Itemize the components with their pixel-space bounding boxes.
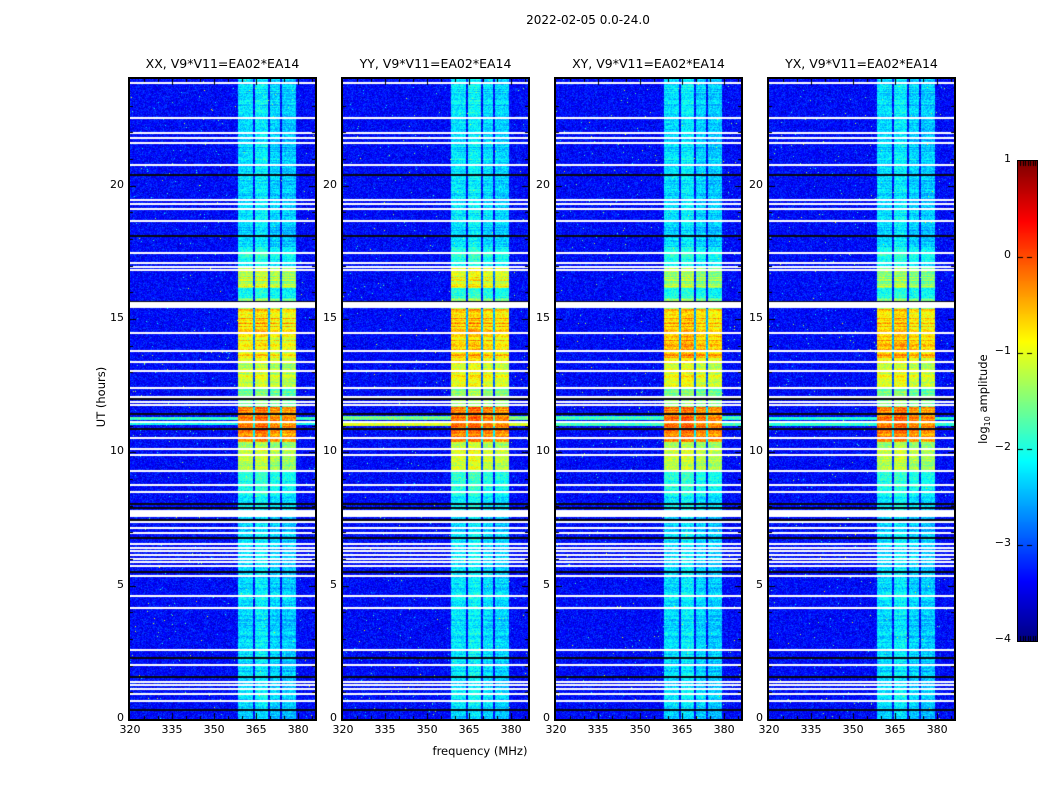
x-tick-label: 365 [671, 723, 693, 736]
y-tick-label: 0 [117, 711, 124, 724]
panel-yy: YY, V9*V11=EA02*EA14 320 335 350 365 380 0 5 10… [323, 56, 530, 742]
panel-xy: XY, V9*V11=EA02*EA14 320 335 350 365 380 0 5 10… [536, 56, 743, 742]
x-tick-label: 380 [287, 723, 309, 736]
x-tick-label: 365 [884, 723, 906, 736]
x-tick-label: 335 [161, 723, 183, 736]
y-tick-label: 15 [536, 311, 550, 324]
y-tick-label: 5 [117, 577, 124, 591]
panel-title-xy: XY, V9*V11=EA02*EA14 [572, 56, 725, 71]
colorbar-tick-label: 0 [1004, 248, 1011, 261]
spectrogram-canvas-xy [554, 77, 743, 721]
y-tick-label: 20 [536, 177, 550, 191]
x-tick-label: 320 [332, 723, 354, 736]
colorbar-tick-label: −2 [994, 440, 1011, 453]
y-tick-label: 0 [543, 711, 550, 724]
colorbar-tick-label: −3 [994, 536, 1011, 549]
y-tick-label: 0 [330, 711, 337, 724]
spectrogram-canvas-xx [128, 77, 317, 721]
colorbar-tick-label: 1 [1004, 152, 1011, 165]
x-tick-label: 350 [629, 723, 651, 736]
x-tick-label: 320 [545, 723, 567, 736]
x-tick-label: 350 [416, 723, 438, 736]
y-tick-label: 0 [756, 711, 763, 724]
x-tick-label: 320 [758, 723, 780, 736]
panel-title-yy: YY, V9*V11=EA02*EA14 [359, 56, 512, 71]
panel-yx: YX, V9*V11=EA02*EA14 320 335 350 365 380 0 5 10… [749, 56, 956, 742]
x-axis-label: frequency (MHz) [432, 744, 528, 758]
x-tick-label: 365 [245, 723, 267, 736]
panel-xx: XX, V9*V11=EA02*EA14 320 335 350 365 380 0 5 10… [110, 56, 317, 742]
y-tick-label: 10 [536, 444, 550, 458]
x-tick-label: 380 [926, 723, 948, 736]
y-axis-label: UT (hours) [94, 366, 108, 428]
x-tick-label: 350 [203, 723, 225, 736]
x-tick-label: 335 [587, 723, 609, 736]
spectrogram-canvas-yx [767, 77, 956, 721]
y-tick-label: 5 [756, 577, 763, 591]
x-tick-label: 350 [842, 723, 864, 736]
y-tick-label: 10 [749, 444, 763, 458]
y-tick-label: 20 [749, 177, 763, 191]
y-tick-label: 15 [110, 311, 124, 324]
x-tick-label: 365 [458, 723, 480, 736]
colorbar [1017, 160, 1038, 642]
panel-title-yx: YX, V9*V11=EA02*EA14 [785, 56, 938, 71]
colorbar-canvas [1018, 161, 1037, 641]
panel-title-xx: XX, V9*V11=EA02*EA14 [145, 56, 300, 71]
x-tick-label: 380 [500, 723, 522, 736]
y-tick-label: 5 [543, 577, 550, 591]
x-tick-label: 380 [713, 723, 735, 736]
x-tick-label: 335 [374, 723, 396, 736]
y-tick-label: 20 [323, 177, 337, 191]
y-tick-label: 15 [749, 311, 763, 324]
colorbar-tick-label: −1 [994, 344, 1011, 357]
figure-title: 2022-02-05 0.0-24.0 [526, 13, 650, 27]
y-tick-label: 10 [110, 444, 124, 458]
y-tick-label: 20 [110, 177, 124, 191]
y-tick-label: 5 [330, 577, 337, 591]
colorbar-label: log10 amplitude [975, 354, 993, 444]
y-tick-label: 10 [323, 444, 337, 458]
colorbar-tick-label: −4 [994, 632, 1011, 645]
x-tick-label: 335 [800, 723, 822, 736]
spectrogram-canvas-yy [341, 77, 530, 721]
y-tick-label: 15 [323, 311, 337, 324]
x-tick-label: 320 [119, 723, 141, 736]
